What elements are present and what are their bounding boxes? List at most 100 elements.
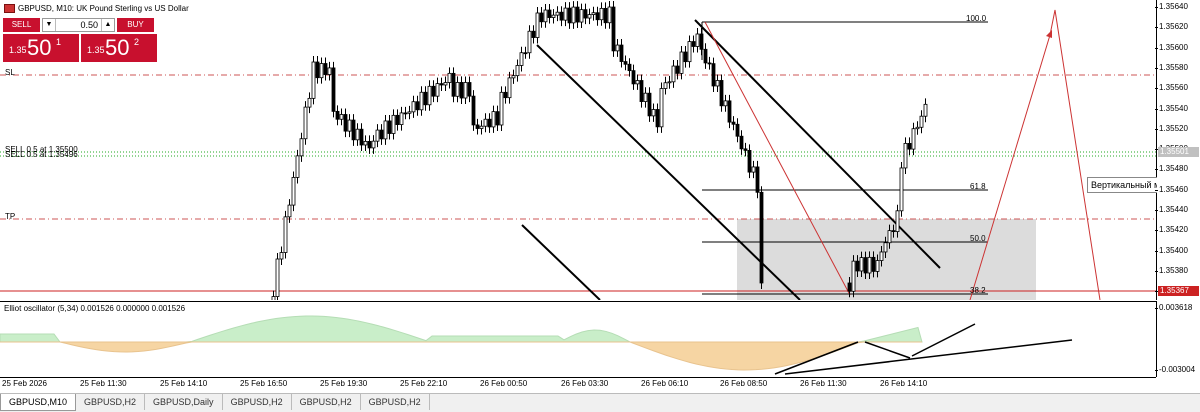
time-tick: 25 Feb 16:50 (240, 379, 288, 388)
tab-gbpusd-h2-4[interactable]: GBPUSD,H2 (361, 394, 430, 410)
price-tick: 1.35420 (1155, 225, 1188, 235)
candle-body (867, 256, 872, 274)
candle-body (527, 30, 532, 54)
price-tick: 1.35560 (1155, 83, 1188, 93)
sell-quote-fraction: 1 (56, 37, 62, 47)
tab-gbpusd-h2-2[interactable]: GBPUSD,H2 (223, 394, 292, 410)
candle-body (863, 257, 868, 274)
price-chart[interactable]: GBPUSD, M10: UK Pound Sterling vs US Dol… (0, 0, 1157, 300)
candle-body (603, 7, 608, 24)
candle-body (687, 41, 692, 63)
candle-body (663, 82, 668, 89)
price-tick: 1.35580 (1155, 62, 1188, 72)
candle-body (439, 83, 444, 86)
candle-body (675, 65, 680, 74)
sell-order-label-2: SELL 0.5 at 1.35496 (5, 150, 78, 159)
channel-line-third (521, 224, 601, 300)
candle-body (503, 91, 508, 99)
candle-body (647, 92, 652, 117)
oscillator-title: Elliot oscillator (5,34) 0.001526 0.0000… (4, 304, 186, 313)
candle-body (635, 80, 640, 85)
candle-body (487, 118, 492, 128)
candle-body (307, 97, 312, 108)
sell-quote[interactable]: 1.35 50 1 (3, 34, 80, 62)
candle-body (619, 44, 624, 62)
candle-body (643, 92, 648, 102)
candle-body (467, 82, 472, 97)
candle-body (667, 81, 672, 84)
candle-body (327, 67, 332, 75)
candle-body (343, 114, 348, 132)
time-tick: 25 Feb 2026 (2, 379, 47, 388)
candle-body (295, 155, 300, 178)
oscillator-chart (0, 315, 1073, 375)
time-axis[interactable]: 25 Feb 2026 25 Feb 11:30 25 Feb 14:10 25 Fe… (0, 377, 1156, 393)
oscillator-panel[interactable]: Elliot oscillator (5,34) 0.001526 0.0000… (0, 301, 1157, 377)
candle-body (679, 51, 684, 74)
candle-body (591, 12, 596, 15)
sell-button[interactable]: SELL (3, 18, 40, 32)
candle-body (611, 6, 616, 52)
price-axis[interactable]: 1.35640 1.35620 1.35600 1.35580 1.35560 1.355… (1155, 0, 1200, 300)
tab-gbpusd-h2-3[interactable]: GBPUSD,H2 (292, 394, 361, 410)
buy-quote-prefix: 1.35 (87, 45, 105, 55)
candle-body (359, 128, 364, 146)
candle-body (871, 256, 876, 272)
candle-body (707, 62, 712, 65)
volume-value[interactable]: 0.50 (80, 20, 98, 30)
candle-body (479, 125, 484, 129)
candle-body (499, 91, 504, 126)
candle-body (915, 126, 920, 130)
candle-body (531, 30, 536, 38)
fib-label-618: 61.8 (970, 182, 986, 191)
candle-body (891, 230, 896, 233)
candle-body (715, 80, 720, 87)
candle-body (379, 129, 384, 140)
chart-title: GBPUSD, M10: UK Pound Sterling vs US Dol… (4, 4, 189, 13)
tab-gbpusd-m10[interactable]: GBPUSD,M10 (0, 394, 77, 411)
candle-body (471, 95, 476, 126)
candle-body (463, 82, 468, 99)
volume-up-icon[interactable]: ▲ (101, 19, 114, 31)
price-tick: 1.35520 (1155, 123, 1188, 133)
sell-quote-pips: 50 (27, 35, 52, 60)
candle-body (375, 129, 380, 142)
candle-body (723, 100, 728, 107)
osc-trend-2 (864, 341, 911, 359)
price-tick: 1.35380 (1155, 265, 1188, 275)
candle-body (607, 6, 612, 24)
tab-gbpusd-daily[interactable]: GBPUSD,Daily (145, 394, 223, 410)
volume-field[interactable]: ▼ 0.50 ▲ (42, 18, 115, 32)
buy-quote[interactable]: 1.35 50 2 (81, 34, 157, 62)
candle-body (315, 61, 320, 79)
oscillator-positive-area (0, 315, 923, 343)
candle-body (455, 82, 460, 97)
candle-body (743, 148, 748, 151)
candle-body (423, 91, 428, 106)
candle-body (435, 83, 440, 97)
oscillator-axis: 0.003618 -0.003004 (1154, 301, 1200, 376)
tab-gbpusd-h2[interactable]: GBPUSD,H2 (76, 394, 146, 410)
candle-body (339, 114, 344, 120)
price-tick: 1.35460 (1155, 184, 1188, 194)
candlestick-chart[interactable] (0, 0, 1156, 300)
candle-body (571, 6, 576, 24)
red-trend-down (704, 21, 851, 296)
candle-body (719, 80, 724, 107)
candle-body (431, 85, 436, 97)
buy-button[interactable]: BUY (117, 18, 154, 32)
candle-body (475, 124, 480, 129)
volume-down-icon[interactable]: ▼ (43, 19, 56, 31)
osc-min-tick: -0.003004 (1154, 365, 1196, 374)
candle-body (651, 109, 656, 117)
candle-body (383, 120, 388, 140)
fib-label-382: 38.2 (970, 286, 986, 295)
tp-price-label: 1.35367 (1158, 286, 1199, 296)
candle-body (535, 12, 540, 38)
buy-quote-pips: 50 (105, 35, 130, 60)
candle-body (731, 121, 736, 125)
candle-body (427, 85, 432, 106)
candle-body (859, 257, 864, 272)
time-tick: 26 Feb 00:50 (480, 379, 528, 388)
red-projection (969, 9, 1101, 300)
